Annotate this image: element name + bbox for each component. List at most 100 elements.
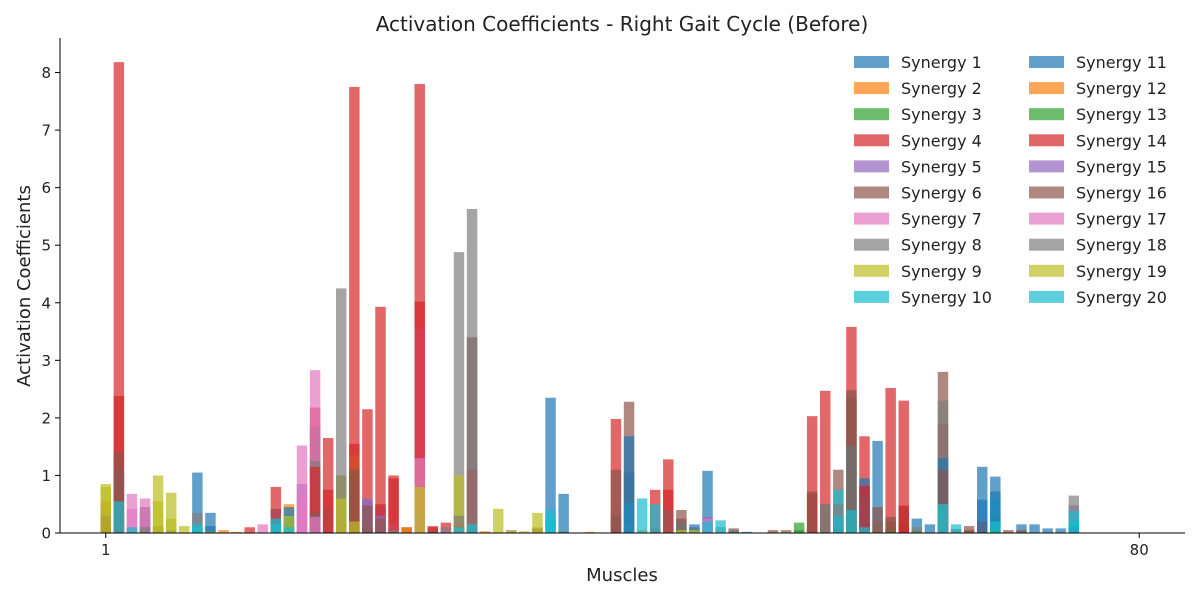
bar-synergy-4-muscle-18 — [322, 438, 334, 533]
bar-synergy-20-muscle-65 — [937, 504, 949, 533]
bar-synergy-4-muscle-14 — [270, 486, 282, 533]
legend-entry-synergy-6: Synergy 6 — [854, 184, 982, 203]
bar-synergy-14-muscle-62 — [898, 505, 909, 533]
bar-synergy-16-muscle-53 — [780, 530, 792, 533]
chart-title: Activation Coefficients - Right Gait Cyc… — [376, 12, 869, 36]
x-axis-label: Muscles — [586, 565, 658, 586]
bar-synergy-10-muscle-43 — [649, 504, 661, 533]
y-tick-label: 2 — [41, 409, 51, 427]
y-tick-label: 6 — [41, 179, 51, 197]
legend-label: Synergy 6 — [901, 184, 982, 203]
legend-swatch — [854, 160, 889, 173]
legend-entry-synergy-14: Synergy 14 — [1029, 131, 1167, 150]
bar-synergy-11-muscle-9 — [205, 526, 216, 533]
bar-synergy-20-muscle-69 — [990, 521, 1001, 533]
legend-entry-synergy-1: Synergy 1 — [854, 53, 982, 72]
bar-synergy-9-muscle-34 — [532, 512, 543, 533]
legend-swatch — [1029, 108, 1064, 121]
legend-swatch — [1029, 82, 1064, 95]
y-tick-label: 3 — [41, 352, 51, 370]
legend-swatch — [1029, 212, 1064, 225]
bar-synergy-7-muscle-13 — [257, 524, 268, 533]
bar-synergy-20-muscle-14 — [270, 518, 282, 533]
legend-entry-synergy-5: Synergy 5 — [854, 157, 982, 176]
legend-label: Synergy 19 — [1076, 262, 1167, 281]
bar-synergy-9-muscle-31 — [492, 508, 504, 533]
bar-synergy-11-muscle-63 — [911, 518, 923, 533]
legend-swatch — [854, 82, 889, 95]
bar-synergy-1-muscle-47 — [702, 470, 713, 533]
bar-synergy-14-muscle-25 — [414, 301, 425, 533]
bar-synergy-9-muscle-6 — [165, 492, 177, 533]
legend-entry-synergy-2: Synergy 2 — [854, 79, 982, 98]
bar-synergy-4-muscle-61 — [885, 387, 896, 533]
bar-synergy-19-muscle-9 — [205, 531, 216, 533]
bar-synergy-14-muscle-44 — [663, 489, 674, 533]
legend-entry-synergy-12: Synergy 12 — [1029, 79, 1167, 98]
bar-synergy-19-muscle-34 — [532, 527, 543, 533]
bar-synergy-16-muscle-58 — [846, 397, 857, 533]
bar-synergy-19-muscle-1 — [100, 486, 112, 533]
legend-swatch — [1029, 238, 1064, 251]
legend-swatch — [854, 108, 889, 121]
bar-synergy-11-muscle-68 — [977, 499, 988, 533]
bar-synergy-14-muscle-59 — [859, 485, 870, 533]
bar-synergy-4-muscle-21 — [362, 409, 373, 533]
bar-synergy-11-muscle-74 — [1055, 528, 1066, 533]
bar-synergy-1-muscle-9 — [205, 512, 216, 533]
bar-synergy-18-muscle-29 — [466, 337, 478, 533]
legend-swatch — [1029, 56, 1064, 68]
bar-synergy-18-muscle-56 — [820, 504, 831, 533]
y-tick-label: 7 — [41, 122, 51, 140]
legend-swatch — [854, 186, 889, 199]
legend-label: Synergy 3 — [901, 105, 982, 124]
bar-synergy-16-muscle-65 — [937, 469, 949, 533]
bar-synergy-18-muscle-23 — [388, 530, 399, 533]
legend-swatch — [1029, 134, 1064, 147]
bar-synergy-4-muscle-62 — [898, 400, 909, 533]
bar-synergy-16-muscle-67 — [963, 530, 975, 533]
legend-label: Synergy 9 — [901, 262, 982, 281]
bar-synergy-6-muscle-52 — [767, 530, 779, 533]
legend-swatch — [1029, 264, 1064, 277]
bar-synergy-11-muscle-64 — [924, 524, 936, 533]
legend-label: Synergy 14 — [1076, 131, 1167, 150]
bar-synergy-4-muscle-22 — [375, 306, 386, 533]
legend-label: Synergy 12 — [1076, 79, 1167, 98]
bar-synergy-19-muscle-15 — [283, 515, 295, 533]
bar-synergy-16-muscle-21 — [362, 505, 373, 533]
bar-synergy-16-muscle-61 — [885, 516, 896, 533]
bar-synergy-19-muscle-53 — [780, 531, 792, 533]
legend-swatch — [1029, 186, 1064, 199]
bar-synergy-12-muscle-10 — [218, 530, 229, 533]
bar-synergy-1-muscle-8 — [192, 472, 203, 533]
bar-synergy-11-muscle-36 — [558, 493, 569, 533]
legend-entry-synergy-13: Synergy 13 — [1029, 105, 1167, 124]
legend-swatch — [854, 290, 889, 303]
bar-synergy-8-muscle-8 — [192, 512, 203, 533]
bar-synergy-20-muscle-57 — [833, 515, 844, 533]
legend-entry-synergy-17: Synergy 17 — [1029, 210, 1167, 229]
axes-layer: 0 1 2 3 4 5 6 7 8 1 80 — [41, 38, 1185, 559]
bar-synergy-19-muscle-25 — [414, 486, 425, 533]
bar-synergy-11-muscle-50 — [741, 531, 753, 533]
bar-synergy-13-muscle-54 — [793, 530, 805, 533]
bar-synergy-14-muscle-23 — [388, 478, 399, 533]
bar-synergy-20-muscle-8 — [192, 527, 203, 533]
legend-label: Synergy 8 — [901, 236, 982, 255]
bar-synergy-12-muscle-11 — [231, 531, 242, 533]
bar-synergy-1-muscle-60 — [872, 440, 883, 533]
bar-synergy-16-muscle-40 — [610, 515, 622, 533]
bar-synergy-19-muscle-19 — [336, 498, 347, 533]
y-tick-label: 4 — [41, 294, 51, 312]
bar-synergy-8-muscle-28 — [453, 252, 465, 533]
bar-synergy-3-muscle-54 — [793, 522, 805, 533]
bar-synergy-19-muscle-20 — [349, 521, 360, 533]
legend-entry-synergy-7: Synergy 7 — [854, 210, 982, 229]
legend-swatch — [854, 56, 889, 68]
bar-synergy-11-muscle-72 — [1029, 524, 1040, 533]
legend-entry-synergy-9: Synergy 9 — [854, 262, 982, 281]
bar-synergy-20-muscle-3 — [126, 527, 138, 533]
bar-synergy-20-muscle-2 — [113, 501, 125, 533]
